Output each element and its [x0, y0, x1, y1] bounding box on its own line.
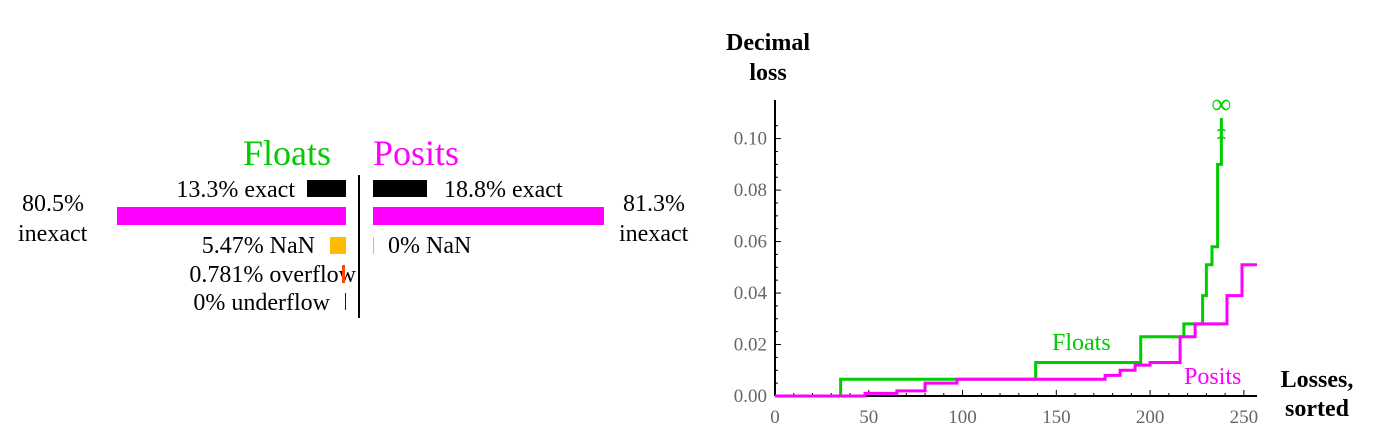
floats-exact-label: 13.3% exact: [176, 177, 295, 203]
x-tick-label: 250: [1230, 407, 1259, 428]
x-axis-label: Losses, sorted: [1280, 367, 1354, 422]
floats-title: Floats: [243, 133, 332, 173]
posits-title: Posits: [373, 133, 460, 173]
floats-inexact-pct: 80.5%: [22, 191, 84, 217]
y-tick-label: 0.00: [734, 386, 767, 407]
y-tick-label: 0.02: [734, 335, 767, 356]
posits-inexact-pct: 81.3%: [623, 191, 685, 217]
x-tick-label: 150: [1042, 407, 1071, 428]
y-axis-label: Decimal loss: [726, 30, 810, 86]
posits-exact-bar: [373, 180, 427, 197]
x-tick-label: 0: [770, 407, 780, 428]
floats-overflow-label: 0.781% overflow: [189, 262, 356, 288]
y-tick-label: 0.08: [734, 180, 767, 201]
legend-floats: Floats: [1052, 330, 1111, 356]
floats-inexact-bar: [117, 207, 346, 225]
posits-nan-label: 0% NaN: [388, 233, 472, 259]
y-tick-label: 0.04: [734, 283, 768, 304]
posits-inexact-bar: [373, 207, 604, 225]
y-tick-label: 0.06: [734, 232, 767, 253]
divider: [358, 175, 360, 318]
floats-inexact-label: inexact: [18, 221, 88, 247]
posits-exact-label: 18.8% exact: [444, 177, 563, 203]
series-floats-line: [775, 118, 1223, 398]
series-posits-line: [775, 263, 1257, 398]
axis-break-icon: [1216, 128, 1226, 140]
infinity-annotation: ∞: [1211, 89, 1231, 120]
posits-nan-bar: [373, 237, 374, 254]
floats-nan-label: 5.47% NaN: [201, 233, 315, 259]
legend-posits: Posits: [1184, 364, 1241, 390]
x-tick-label: 200: [1136, 407, 1165, 428]
floats-underflow-bar: [345, 293, 346, 310]
floats-exact-bar: [307, 180, 346, 197]
y-tick-label: 0.10: [734, 129, 767, 150]
x-tick-label: 100: [948, 407, 977, 428]
x-tick-label: 50: [859, 407, 878, 428]
posits-inexact-label: inexact: [619, 221, 689, 247]
floats-nan-bar: [330, 237, 346, 254]
floats-underflow-label: 0% underflow: [193, 290, 330, 316]
floats-overflow-bar: [342, 265, 345, 283]
